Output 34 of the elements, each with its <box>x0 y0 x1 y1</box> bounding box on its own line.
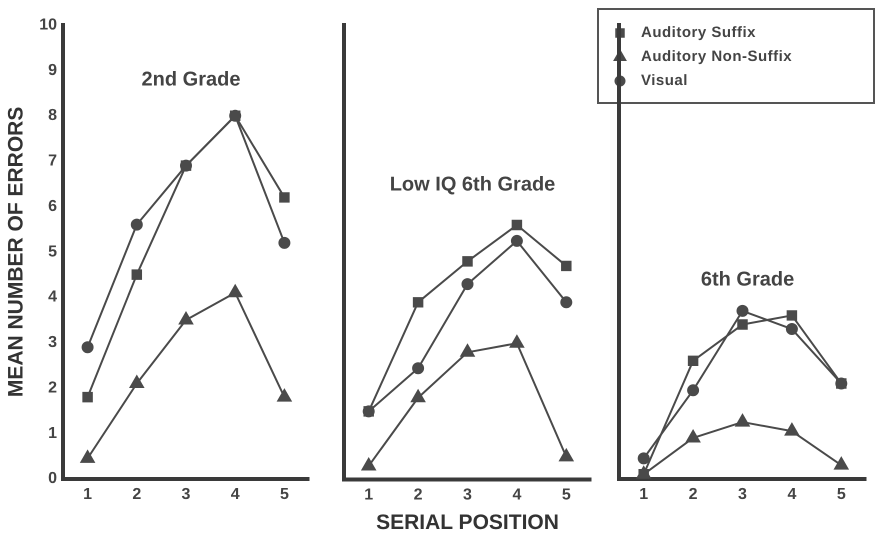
x-tick-label: 1 <box>639 486 648 503</box>
x-tick-label: 5 <box>836 486 846 503</box>
legend-label: Visual <box>641 72 688 88</box>
y-tick-label: 0 <box>48 470 58 488</box>
y-tick-label: 1 <box>48 424 58 442</box>
legend-label: Auditory Non-Suffix <box>641 48 792 64</box>
x-tick-label: 3 <box>463 486 472 504</box>
y-tick-label: 8 <box>48 107 58 124</box>
text: 2nd Grade <box>142 68 240 91</box>
y-tick-label: 10 <box>39 16 58 34</box>
y-tick-label: 6 <box>48 198 58 215</box>
x-tick-label: 4 <box>787 486 796 503</box>
x-axis-title: SERIAL POSITION <box>376 511 559 534</box>
y-tick-label: 5 <box>48 243 58 260</box>
x-tick-label: 1 <box>364 486 374 504</box>
text: Low IQ 6th Grade <box>390 174 556 196</box>
x-tick-label: 2 <box>132 486 142 503</box>
x-tick-label: 5 <box>562 486 571 504</box>
y-tick-label: 3 <box>48 334 58 352</box>
x-tick-label: 4 <box>230 486 240 503</box>
y-tick-label: 9 <box>48 62 58 79</box>
x-tick-label: 1 <box>83 486 92 503</box>
x-tick-label: 4 <box>512 486 522 504</box>
x-tick-label: 5 <box>280 486 289 503</box>
text: 6th Grade <box>700 268 794 291</box>
x-tick-label: 3 <box>182 486 191 503</box>
y-axis-title: MEAN NUMBER OF ERRORS <box>4 106 28 398</box>
y-tick-label: 2 <box>48 379 58 396</box>
x-tick-label: 2 <box>688 486 698 503</box>
legend-label: Auditory Suffix <box>641 24 756 40</box>
x-tick-label: 2 <box>414 486 423 504</box>
y-tick-label: 7 <box>48 152 58 170</box>
y-tick-label: 4 <box>48 288 58 306</box>
x-tick-label: 3 <box>738 486 748 503</box>
